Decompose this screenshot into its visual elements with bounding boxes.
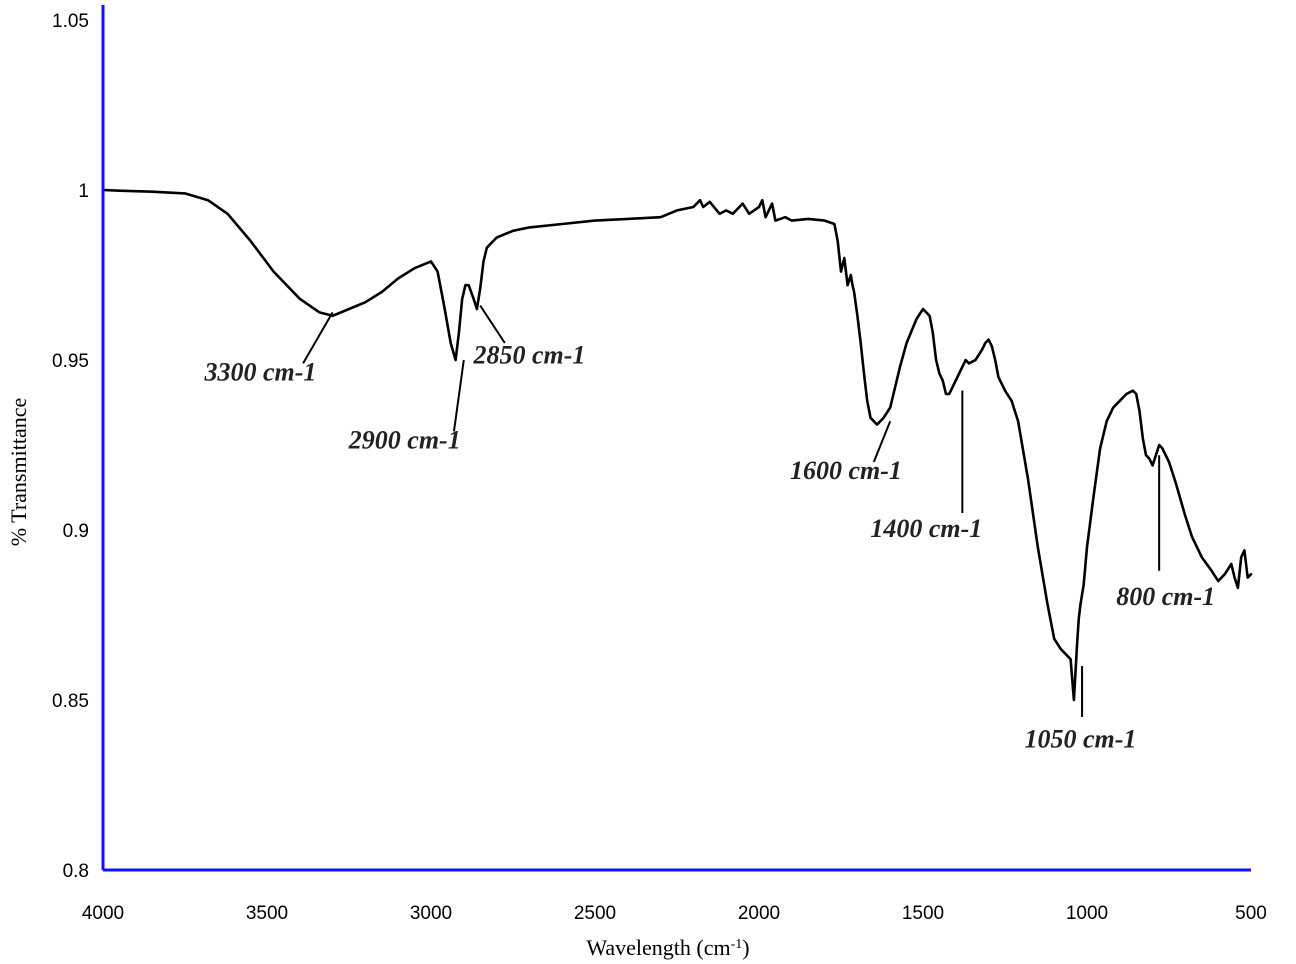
x-axis-title-main: Wavelength (cm	[586, 935, 730, 960]
peak-annotations: 3300 cm-1 2900 cm-1 2850 cm-1 1600 cm-1 1400…	[203, 305, 1215, 754]
x-axis-title-suffix: )	[742, 935, 749, 960]
y-tick-label: 1.05	[52, 11, 89, 32]
annotation-leader-line	[479, 305, 506, 344]
y-tick-label: 0.9	[63, 521, 89, 542]
x-axis-ticks: 4000 3500 3000 2500 2000 1500 1000 500	[82, 903, 1267, 924]
annotation-label: 2850 cm-1	[472, 340, 585, 369]
series-line-transmittance	[101, 188, 1253, 702]
x-tick-label: 1000	[1066, 903, 1108, 924]
x-tick-label: 2000	[738, 903, 780, 924]
y-tick-label: 1	[78, 181, 89, 202]
x-axis-title: Wavelength (cm-1)	[586, 935, 749, 960]
x-tick-label: 3000	[410, 903, 452, 924]
y-axis-title: % Transmittance	[6, 398, 31, 547]
y-tick-label: 0.8	[63, 861, 89, 882]
y-axis-ticks: 0.8 0.85 0.9 0.95 1 1.05	[52, 11, 89, 882]
annotation-label: 1600 cm-1	[790, 456, 902, 485]
y-tick-label: 0.85	[52, 691, 89, 712]
x-tick-label: 1500	[902, 903, 944, 924]
x-axis-title-superscript: -1	[731, 937, 743, 952]
annotation-leader-line	[452, 359, 465, 432]
annotation-label: 1400 cm-1	[870, 514, 982, 543]
annotation-label: 2900 cm-1	[348, 425, 461, 454]
annotation-leader-line	[302, 311, 334, 364]
x-tick-label: 3500	[246, 903, 288, 924]
annotation-leader-line	[872, 420, 892, 463]
x-tick-label: 2500	[574, 903, 616, 924]
annotation-label: 1050 cm-1	[1024, 725, 1136, 754]
annotation-label: 3300 cm-1	[203, 357, 316, 386]
x-tick-label: 500	[1235, 903, 1267, 924]
x-tick-label: 4000	[82, 903, 124, 924]
y-tick-label: 0.95	[52, 351, 89, 372]
annotation-label: 800 cm-1	[1116, 582, 1215, 611]
